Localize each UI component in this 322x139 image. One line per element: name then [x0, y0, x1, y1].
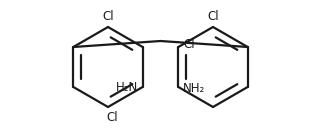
Text: Cl: Cl: [183, 39, 195, 52]
Text: NH₂: NH₂: [183, 83, 206, 95]
Text: Cl: Cl: [207, 10, 219, 23]
Text: Cl: Cl: [102, 10, 114, 23]
Text: Cl: Cl: [106, 111, 118, 124]
Text: H₂N: H₂N: [115, 80, 137, 94]
